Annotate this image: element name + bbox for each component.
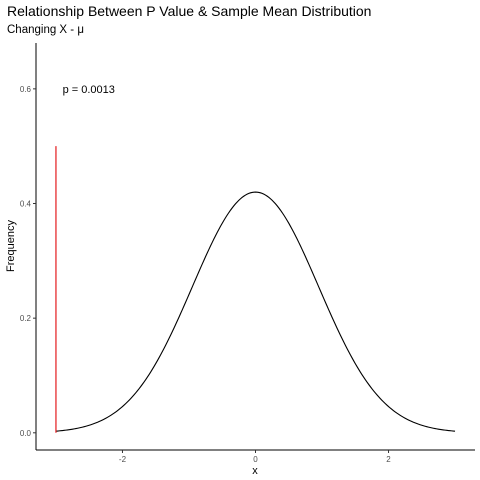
y-axis-title: Frequency [5,220,17,272]
chart-title: Relationship Between P Value & Sample Me… [7,3,371,19]
plot-marks [55,146,456,433]
y-tick-label: 0.2 [20,314,32,323]
y-tick-label: 0.0 [20,429,32,438]
p-value-annotation: p = 0.0013 [63,84,115,96]
x-tick-label: 0 [253,455,258,464]
x-tick-label: 2 [386,455,391,464]
y-tick-label: 0.4 [20,200,32,209]
axes: 0.0 0.2 0.4 0.6 -2 0 2 [20,43,475,464]
y-tick-label: 0.6 [20,85,32,94]
chart-subtitle: Changing X - μ [7,24,84,36]
density-curve [55,191,456,432]
x-tick-label: -2 [119,455,127,464]
x-axis-title: x [252,465,258,477]
